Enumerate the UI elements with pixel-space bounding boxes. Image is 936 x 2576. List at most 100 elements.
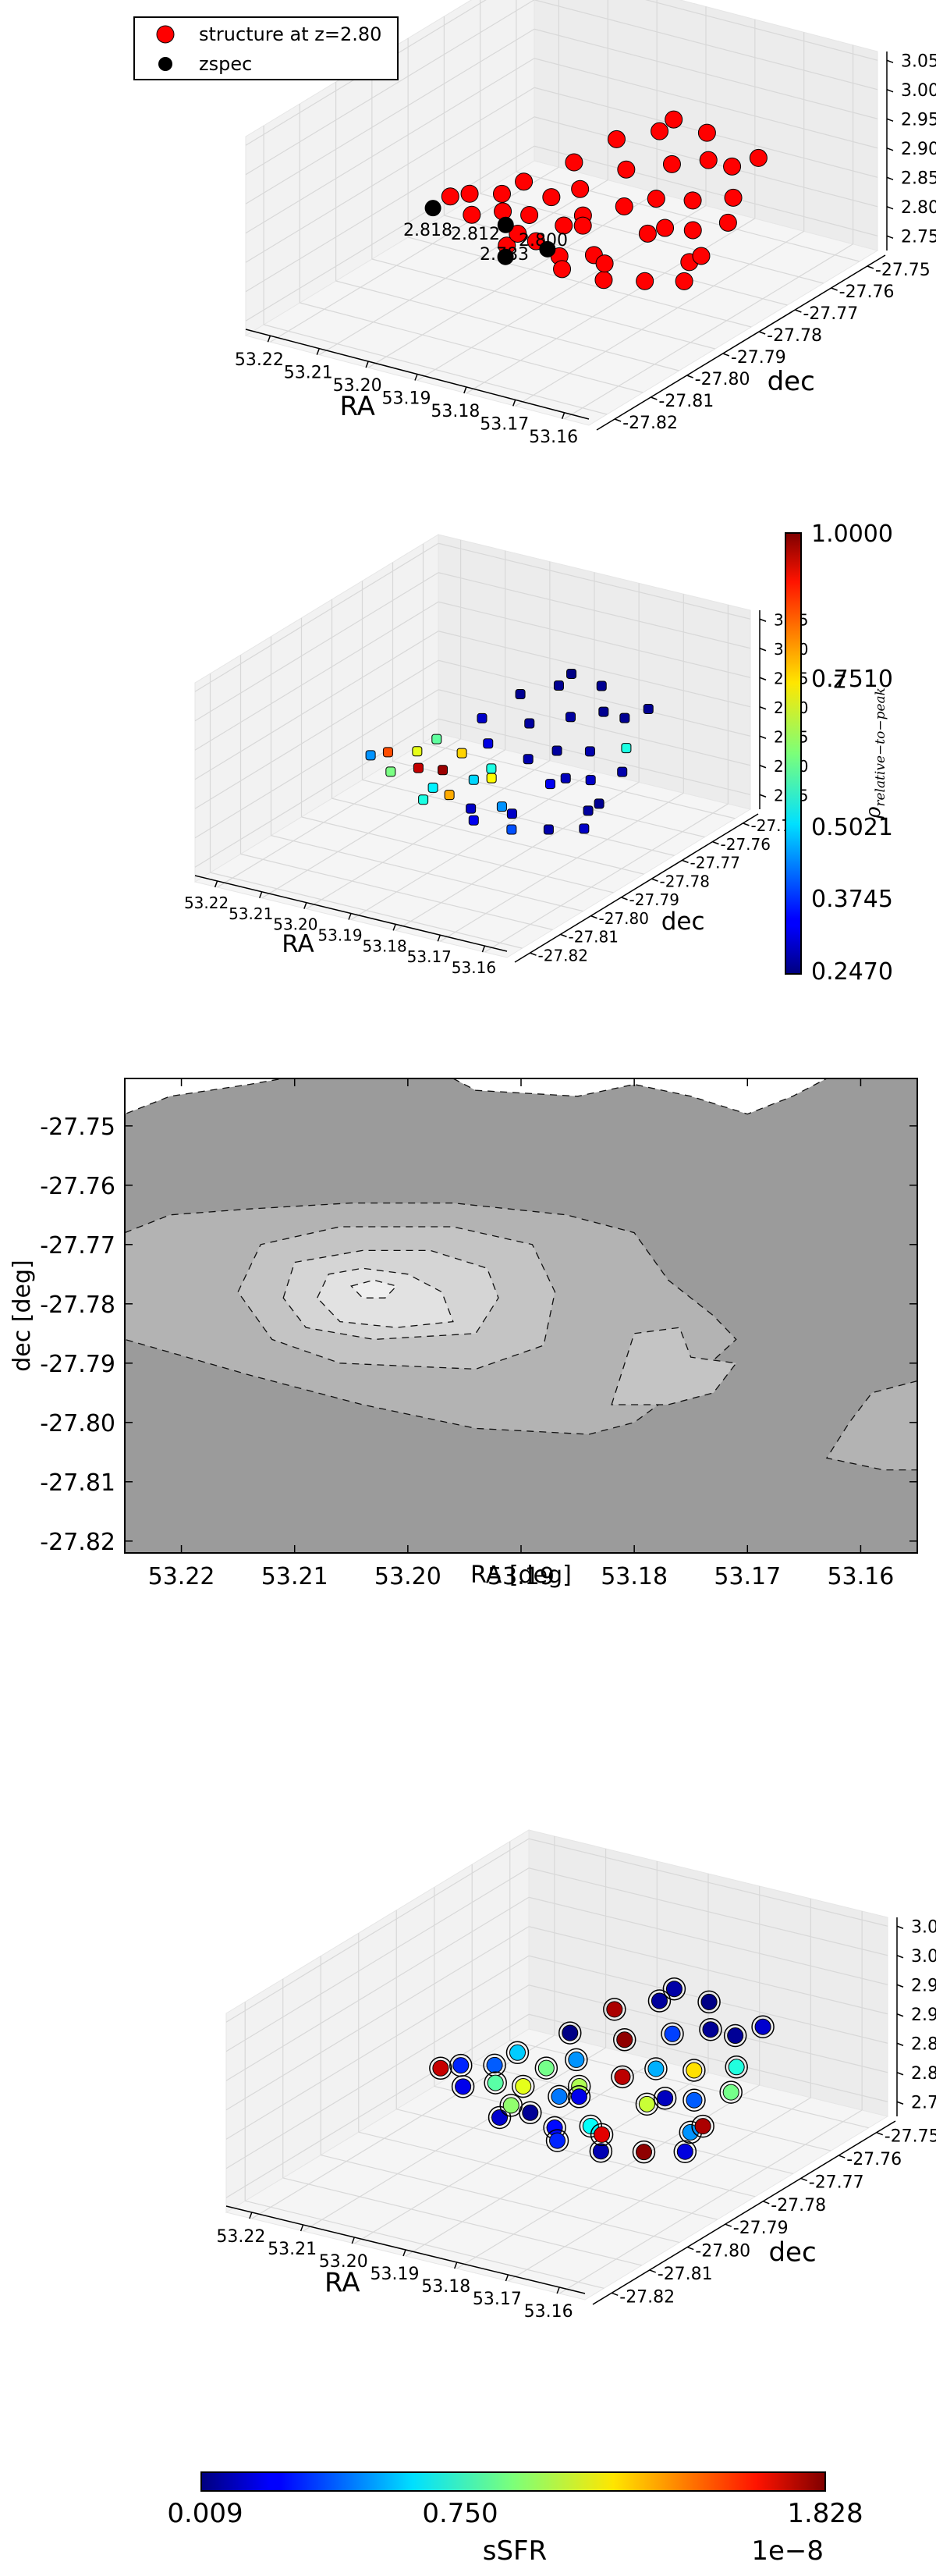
structure-point [647,190,665,208]
x-tick-label: 53.17 [473,2290,522,2309]
y-tick-mark [682,860,689,862]
structure-point [725,189,742,206]
z-tick-label: 2.90 [901,140,936,159]
structure-point [665,111,682,128]
z-tick-label: 2.85 [911,2034,936,2054]
x-tick-label: 53.21 [261,1563,328,1590]
structure-point [750,149,767,166]
ssfr-point [695,2119,711,2134]
y-tick-label: -27.77 [40,1232,115,1260]
y-tick-label: -27.81 [569,928,619,947]
y-tick-label: -27.77 [809,2173,864,2192]
x-tick-label: 53.17 [714,1563,781,1590]
panel-contour-map: 53.22 53.21 53.20 53.19 53.18 53.17 53.16-27.7… [9,1078,917,1590]
x-axis-label: RA [324,2267,360,2298]
structure-point [572,180,589,197]
y-tick-mark [759,332,765,334]
x-tick-label: 53.21 [268,2240,317,2259]
ssfr-point [594,2127,610,2142]
z-tick-label: 2.75 [901,227,936,247]
y-tick-label: -27.80 [695,2242,750,2262]
y-tick-mark [591,916,597,918]
colorbar-density-label: ρrelative−to−peak [862,688,888,819]
y-tick-label: -27.75 [40,1114,115,1141]
y-tick-mark [743,823,750,826]
y-tick-label: -27.82 [40,1529,115,1556]
density-point [484,739,493,748]
ssfr-point [729,2059,744,2075]
annotation-2783: 2.783 [480,245,529,265]
y-tick-label: -27.76 [846,2150,902,2169]
z-tick-mark [760,677,766,680]
ssfr-point [550,2133,566,2148]
density-point [366,751,375,760]
x-tick-label: 53.22 [216,2227,265,2247]
structure-point [663,155,680,172]
structure-point [595,272,612,289]
z-tick-mark [760,736,766,738]
density-point [523,755,533,764]
colorbar-density-tick: 1.0000 [811,521,893,548]
y-tick-mark [615,419,621,421]
density-point [386,767,395,776]
y-tick-label: -27.81 [40,1469,115,1497]
x-tick-label: 53.19 [317,926,362,945]
colorbar-ssfr-label: sSFR [483,2535,547,2567]
structure-point [521,207,538,224]
z-tick-label: 2.95 [901,110,936,130]
x-tick-label: 53.17 [407,947,452,966]
y-tick-label: -27.77 [690,854,740,872]
y-tick-label: -27.80 [599,909,649,928]
x-tick-label: 53.18 [601,1563,668,1590]
ssfr-point [503,2098,519,2113]
y-tick-label: -27.81 [658,392,714,411]
ssfr-point [551,2089,567,2105]
y-tick-label: -27.81 [658,2265,713,2284]
y-tick-mark [687,2247,693,2250]
structure-point [615,197,633,215]
x-tick-label: 53.16 [529,428,578,447]
z-tick-mark [897,2043,903,2045]
z-tick-label: 3.00 [901,81,936,101]
z-tick-mark [897,2102,903,2104]
ssfr-point [492,2109,508,2125]
density-point [545,780,555,789]
ssfr-point [728,2028,743,2044]
legend-marker-zspec [158,57,172,71]
ssfr-point [615,2069,630,2084]
ssfr-point [538,2060,554,2076]
density-point [438,766,448,775]
y-tick-mark [838,2155,845,2158]
structure-point [618,161,635,178]
y-tick-mark [877,2133,883,2135]
y-tick-mark [612,2293,618,2295]
ssfr-point [487,2057,502,2073]
z-tick-label: 2.80 [911,2064,936,2084]
y-tick-label: -27.82 [622,414,678,433]
y-axis-label: dec [661,908,705,936]
density-point [413,747,422,756]
density-point [585,747,594,756]
density-point [567,669,576,678]
z-tick-mark [760,707,766,709]
density-point [445,791,454,800]
z-tick-mark [897,2073,903,2075]
density-point [428,783,438,792]
y-tick-mark [530,953,537,955]
y-tick-mark [622,897,628,900]
z-tick-mark [760,619,766,621]
z-tick-label: 2.80 [901,198,936,218]
z-tick-mark [887,236,893,238]
structure-point [684,192,701,209]
structure-point [566,154,583,171]
density-point [469,815,478,825]
x-tick-label: 53.19 [382,389,431,409]
density-point [599,707,608,716]
colorbar-ssfr: 0.009 0.750 1.828 sSFR 1e−8 [167,2472,863,2567]
x-tick-label: 53.21 [284,364,333,383]
y-tick-label: -27.78 [40,1292,115,1319]
ssfr-point [456,2079,471,2095]
x-tick-label: 53.18 [431,402,480,421]
ssfr-point [569,2052,584,2067]
